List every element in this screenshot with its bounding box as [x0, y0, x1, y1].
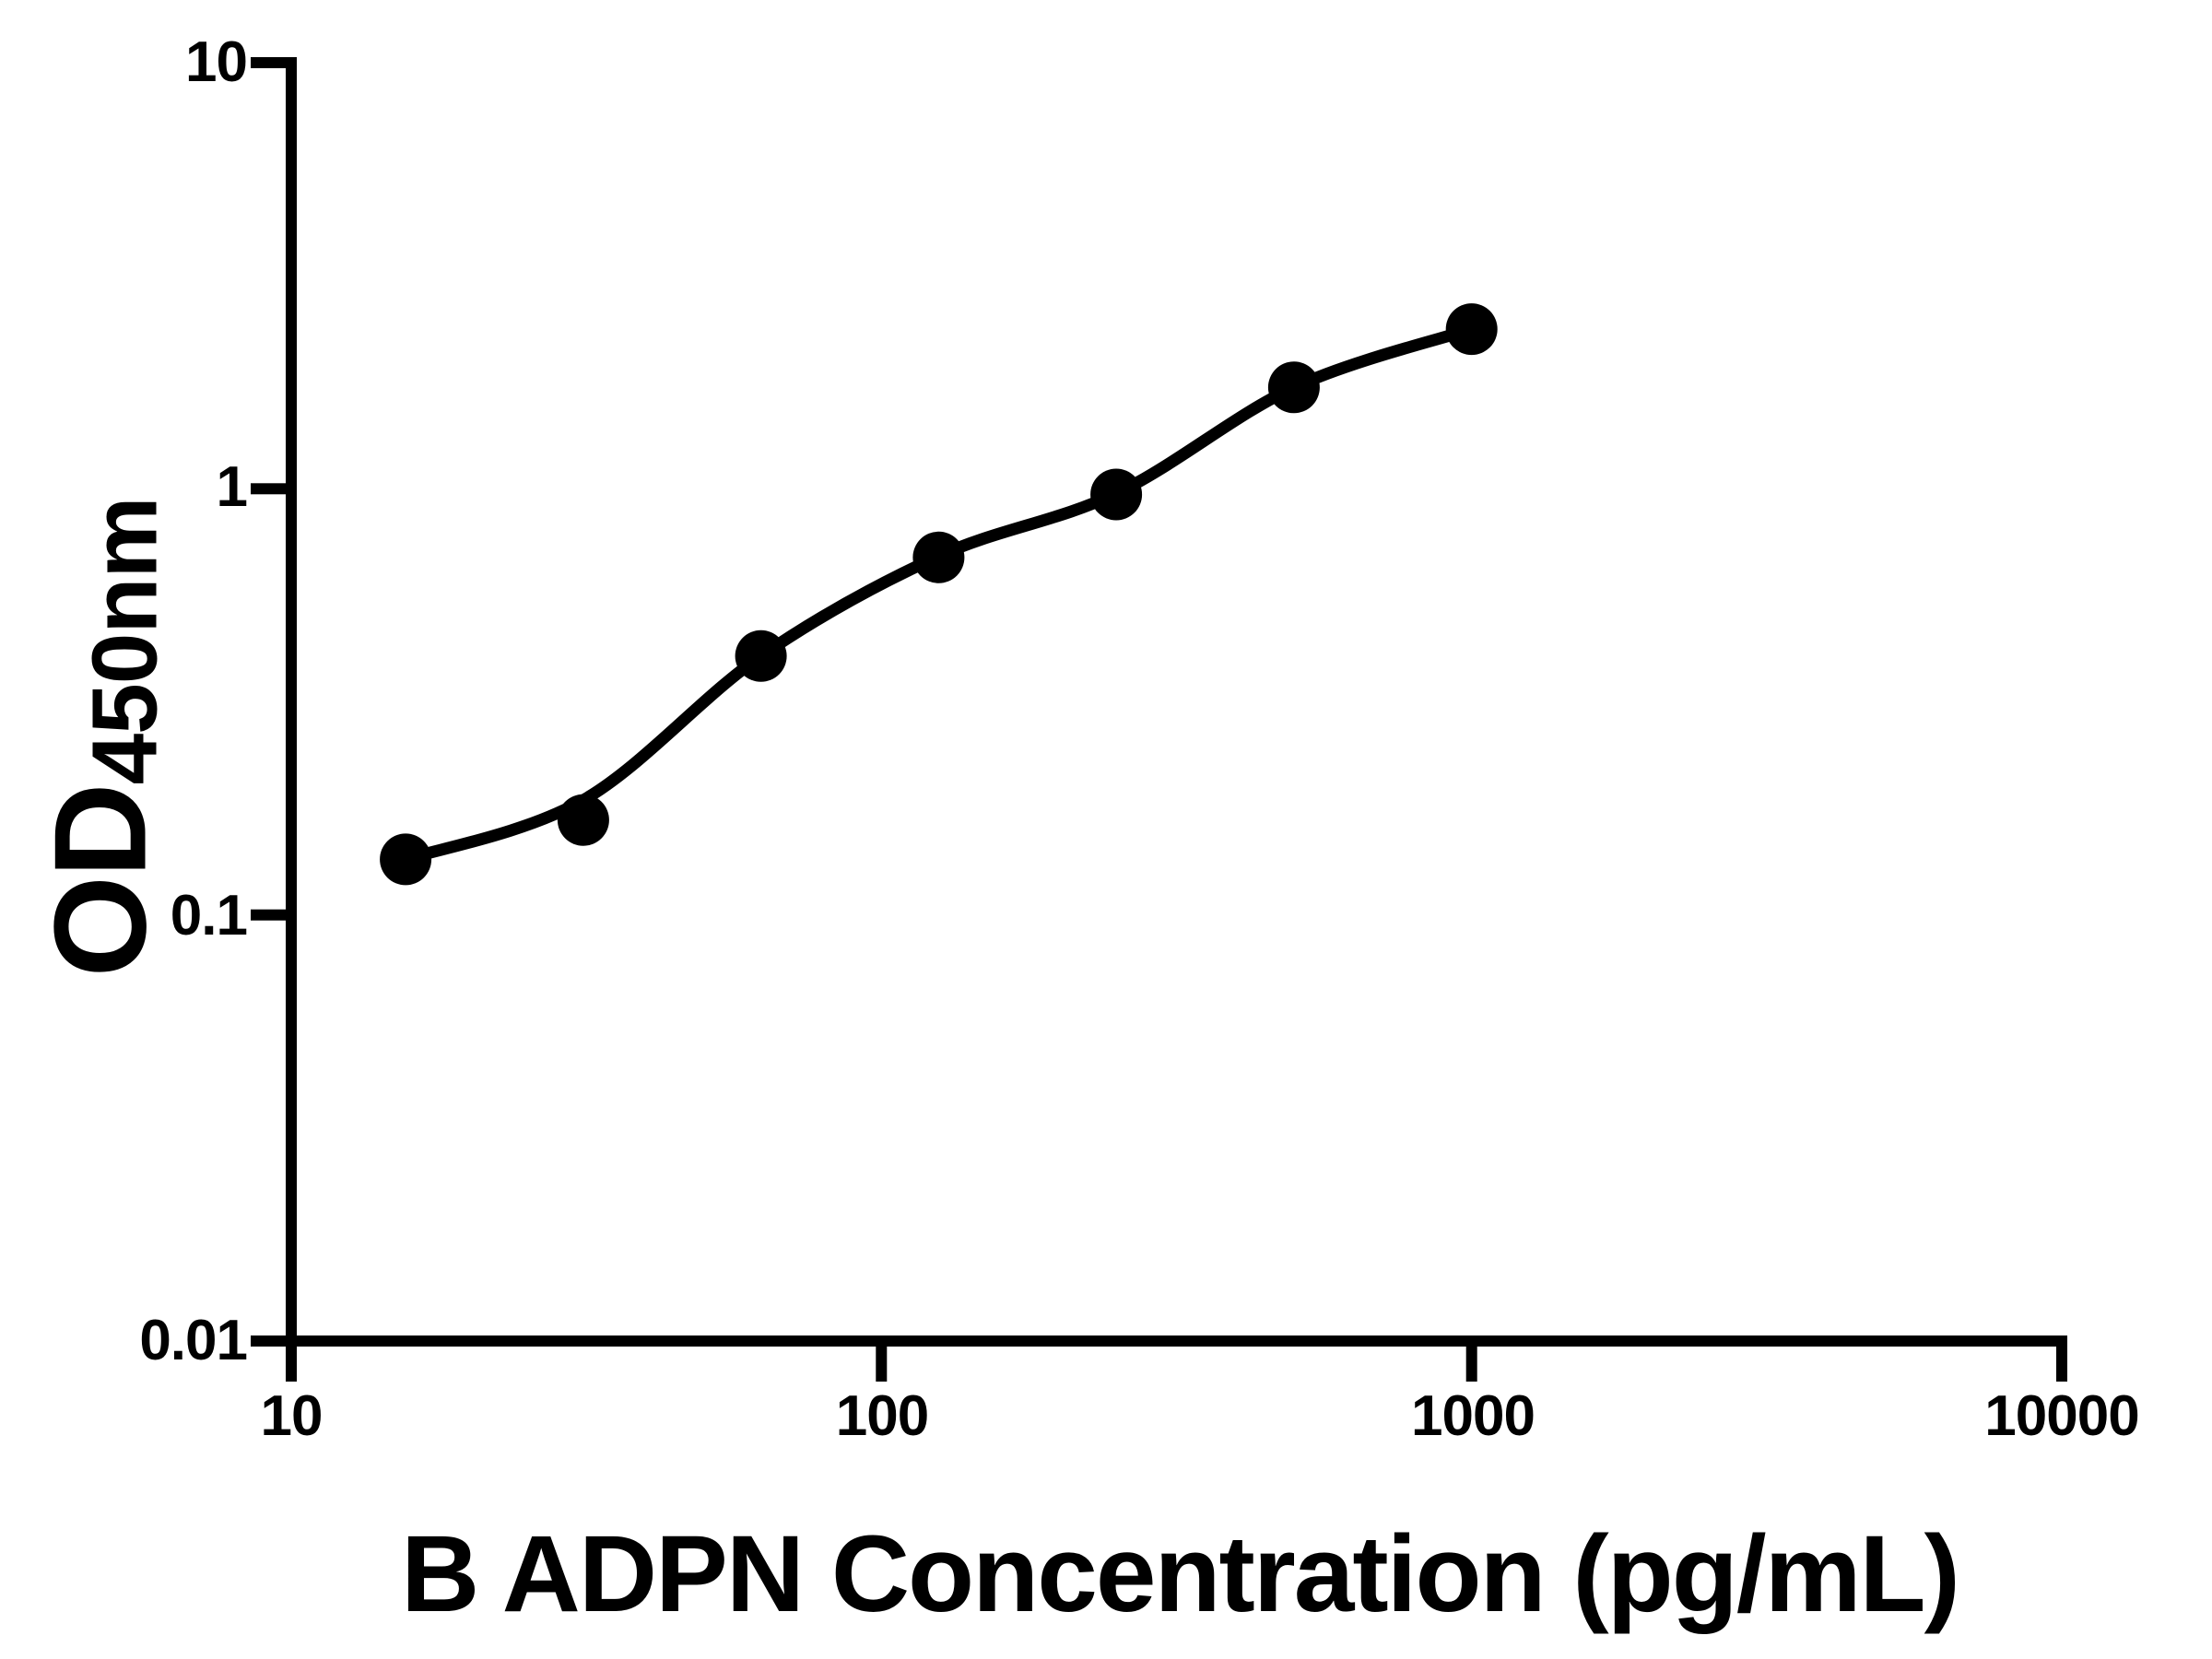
data-point [557, 794, 609, 846]
y-axis-title: OD450nm [28, 498, 177, 978]
data-point [1267, 361, 1320, 414]
y-tick-label-0.1: 0.1 [170, 884, 248, 947]
x-axis-title: B ADPN Concentration (pg/mL) [401, 1513, 1960, 1635]
data-point [1445, 303, 1498, 356]
y-tick-mark [251, 1335, 291, 1347]
x-tick-label-1000: 1000 [1411, 1384, 1535, 1448]
axes [251, 57, 2067, 1382]
x-tick-mark [2056, 1335, 2067, 1382]
data-point [912, 531, 965, 583]
y-tick-mark [251, 909, 291, 921]
x-tick-mark [1465, 1335, 1477, 1382]
y-axis-line [286, 57, 297, 1347]
y-axis-title-main: OD [27, 784, 174, 978]
fit-curve [404, 323, 1474, 865]
data-point [735, 629, 787, 682]
y-tick-mark [251, 483, 291, 495]
x-tick-mark [876, 1335, 888, 1382]
x-axis-line [286, 1335, 2067, 1347]
y-tick-label-10: 10 [185, 30, 248, 94]
y-axis-title-subscript: 450nm [73, 497, 177, 785]
y-tick-label-1: 1 [216, 455, 248, 519]
x-tick-label-10000: 10000 [1984, 1384, 2139, 1448]
data-points [380, 303, 1498, 886]
y-tick-label-0.01: 0.01 [139, 1309, 248, 1372]
data-point [380, 833, 432, 886]
x-tick-label-100: 100 [835, 1384, 929, 1448]
x-tick-label-10: 10 [260, 1384, 324, 1448]
fit-curve-path [404, 323, 1474, 865]
y-tick-mark [251, 57, 291, 68]
data-point [1090, 468, 1143, 521]
x-tick-mark [286, 1335, 297, 1382]
